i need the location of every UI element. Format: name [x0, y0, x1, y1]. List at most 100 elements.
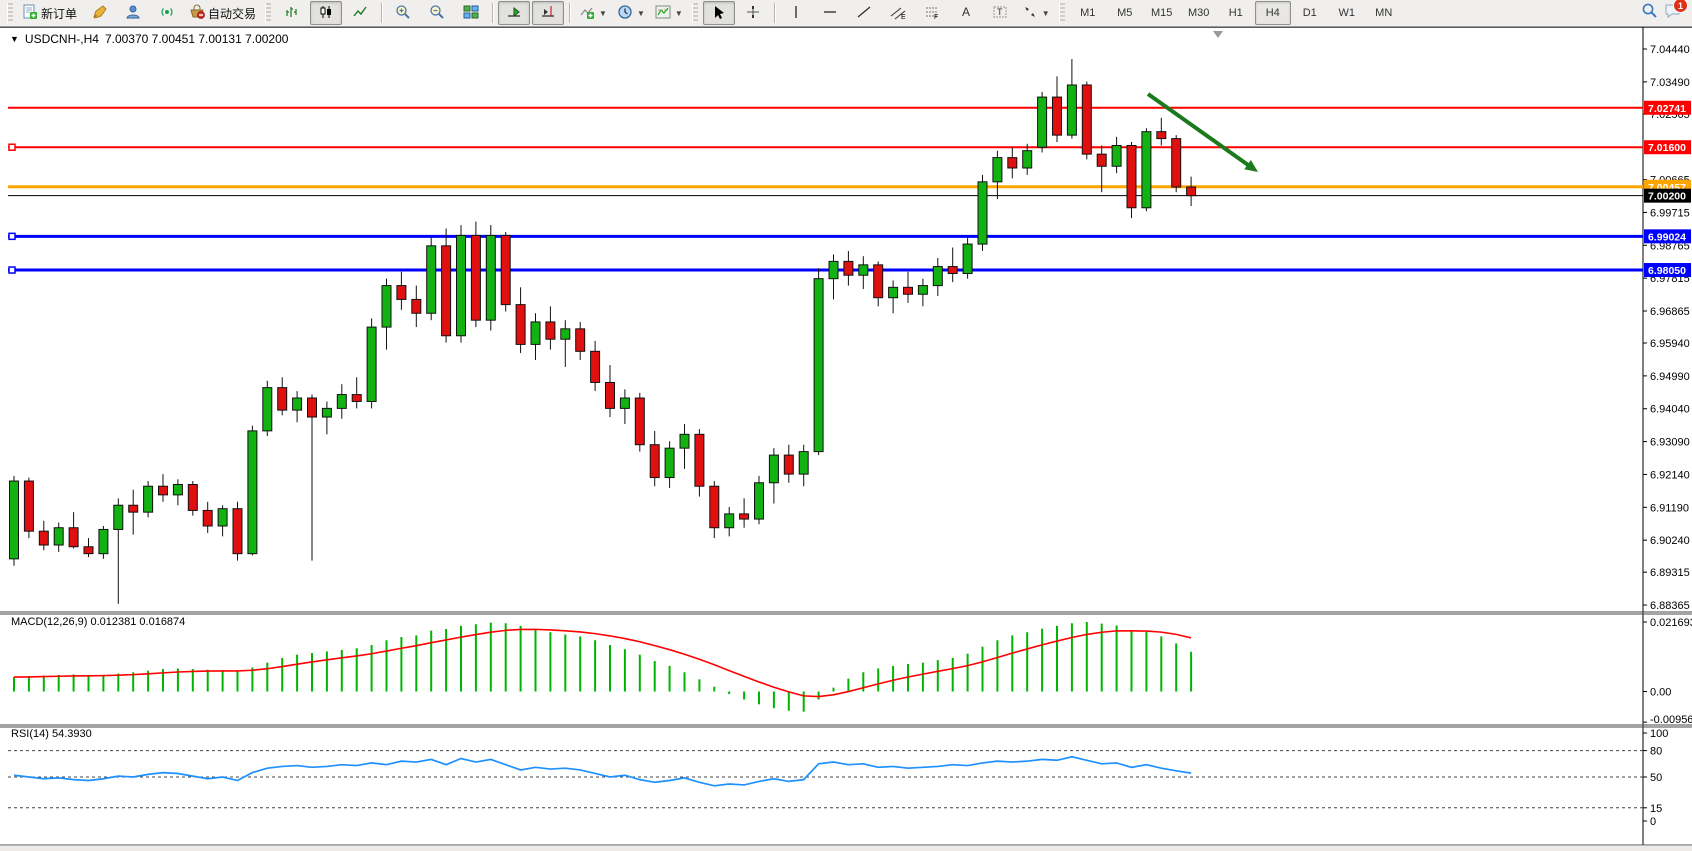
candle-bull: [247, 430, 258, 555]
vertical-line-icon: [788, 4, 804, 23]
line-handle[interactable]: [8, 232, 16, 241]
auto-trading-button[interactable]: 自动交易: [185, 1, 260, 25]
candle-bull: [53, 527, 64, 546]
candle-bull: [813, 278, 824, 453]
candlestick-chart-button[interactable]: [310, 1, 343, 25]
toolbar-separator: [492, 3, 494, 23]
y-axis-tick-label: 6.94990: [1650, 371, 1690, 383]
trendline-button[interactable]: [848, 1, 880, 25]
trend-arrow-head[interactable]: [1244, 159, 1258, 172]
new-order-label: 新订单: [41, 6, 78, 21]
timeframe-button-h1[interactable]: H1: [1228, 7, 1243, 19]
price-line-label: 6.98050: [1648, 265, 1686, 277]
arrows-button[interactable]: ▼: [1018, 1, 1054, 25]
candle-bear: [441, 245, 452, 337]
auto-scroll-button[interactable]: [498, 1, 531, 25]
candle-bear: [1186, 186, 1197, 197]
text-label-button[interactable]: T: [984, 1, 1016, 25]
price-line-label-box: [1644, 100, 1691, 115]
timeframe-button-m5[interactable]: M5: [1117, 7, 1133, 19]
crosshair-button[interactable]: [737, 1, 769, 25]
fibonacci-icon: F: [924, 4, 940, 23]
toolbar-grip[interactable]: [691, 3, 698, 23]
horizontal-line-icon: [822, 4, 838, 23]
timeframe-bar: M1 M5 M15 M30 H1 H4 D1 W1 MN: [1070, 1, 1402, 25]
price-line-label-box: [1644, 263, 1691, 278]
line-handle[interactable]: [8, 266, 16, 274]
candle-bear: [694, 433, 705, 487]
equidistant-channel-button[interactable]: E: [882, 1, 914, 25]
cursor-button[interactable]: [702, 1, 735, 25]
timeframe-button-d1[interactable]: D1: [1302, 7, 1317, 19]
notifications-button[interactable]: 1: [1664, 0, 1688, 24]
line-handle[interactable]: [8, 143, 16, 151]
horizontal-line-button[interactable]: [814, 1, 846, 25]
tile-windows-button[interactable]: [455, 1, 487, 25]
candle-bull: [9, 480, 19, 560]
community-button[interactable]: [117, 1, 149, 25]
candle-bear: [575, 328, 586, 352]
macd-axis-label: 0.021693: [1650, 617, 1692, 629]
ohlc-toggle-caret-icon[interactable]: ▼: [10, 34, 19, 44]
rsi-axis-label: 15: [1650, 803, 1662, 815]
toolbar-grip[interactable]: [1058, 3, 1065, 23]
svg-text:T: T: [997, 7, 1003, 17]
price-chart[interactable]: 7.044407.034907.025657.006656.997156.987…: [0, 27, 1692, 851]
candlestick-icon: [318, 4, 334, 23]
candle-bear: [1156, 131, 1167, 140]
rsi-indicator-label: RSI(14) 54.3930: [11, 728, 92, 740]
periods-button[interactable]: ▼: [613, 1, 649, 25]
indicators-button[interactable]: ▼: [575, 1, 611, 25]
zoom-in-button[interactable]: [387, 1, 419, 25]
zoom-out-button[interactable]: [421, 1, 453, 25]
chart-symbol-period: USDCNH-,H4: [24, 32, 99, 46]
y-axis-tick-label: 6.96865: [1650, 306, 1690, 318]
timeframe-button-m1[interactable]: M1: [1080, 7, 1096, 19]
toolbar-separator: [569, 3, 571, 23]
search-icon[interactable]: [1641, 2, 1658, 24]
arrows-icon: [1022, 4, 1038, 23]
new-order-button[interactable]: 新订单: [18, 1, 81, 25]
rsi-axis-label: 80: [1650, 746, 1662, 758]
templates-button[interactable]: ▼: [651, 1, 687, 25]
toolbar-grip[interactable]: [265, 3, 272, 23]
toolbar-separator: [773, 3, 775, 23]
timeframe-button-h4[interactable]: H4: [1254, 1, 1291, 25]
rsi-axis-label: 50: [1650, 772, 1662, 784]
candle-bear: [351, 394, 362, 402]
candle-bear: [1096, 153, 1107, 167]
chart-shift-marker[interactable]: [1213, 31, 1223, 38]
timeframe-button-w1[interactable]: W1: [1338, 7, 1355, 19]
text-button[interactable]: A: [950, 1, 982, 25]
bar-chart-button[interactable]: [276, 1, 308, 25]
candle-bull: [768, 454, 779, 484]
indicators-icon: [579, 4, 595, 23]
candle-bull: [798, 451, 809, 475]
candle-bear: [903, 286, 913, 295]
vertical-line-button[interactable]: [780, 1, 812, 25]
candle-bull: [828, 260, 839, 280]
candle-bull: [1111, 145, 1122, 167]
fibonacci-button[interactable]: F: [916, 1, 948, 25]
candle-bull: [336, 394, 347, 409]
candle-bull: [426, 245, 437, 314]
candle-bull: [1022, 150, 1033, 169]
candle-bull: [962, 243, 973, 274]
timeframe-button-mn[interactable]: MN: [1375, 7, 1393, 19]
candle-bull: [262, 387, 273, 432]
timeframe-button-m30[interactable]: M30: [1188, 7, 1210, 19]
toolbar-grip[interactable]: [7, 3, 13, 23]
timeframe-button-m15[interactable]: M15: [1151, 7, 1173, 19]
candle-bull: [1141, 131, 1152, 209]
candle-bear: [739, 513, 750, 520]
svg-text:E: E: [901, 14, 906, 20]
new-order-icon: [22, 4, 38, 23]
chart-shift-button[interactable]: [532, 1, 565, 25]
candle-bull: [143, 485, 154, 513]
line-chart-button[interactable]: [344, 1, 376, 25]
styler-button[interactable]: [83, 1, 115, 25]
y-axis-tick-label: 7.04440: [1650, 44, 1690, 56]
candle-bear: [500, 234, 511, 306]
signals-button[interactable]: [151, 1, 183, 25]
trend-arrow[interactable]: [1146, 92, 1253, 170]
